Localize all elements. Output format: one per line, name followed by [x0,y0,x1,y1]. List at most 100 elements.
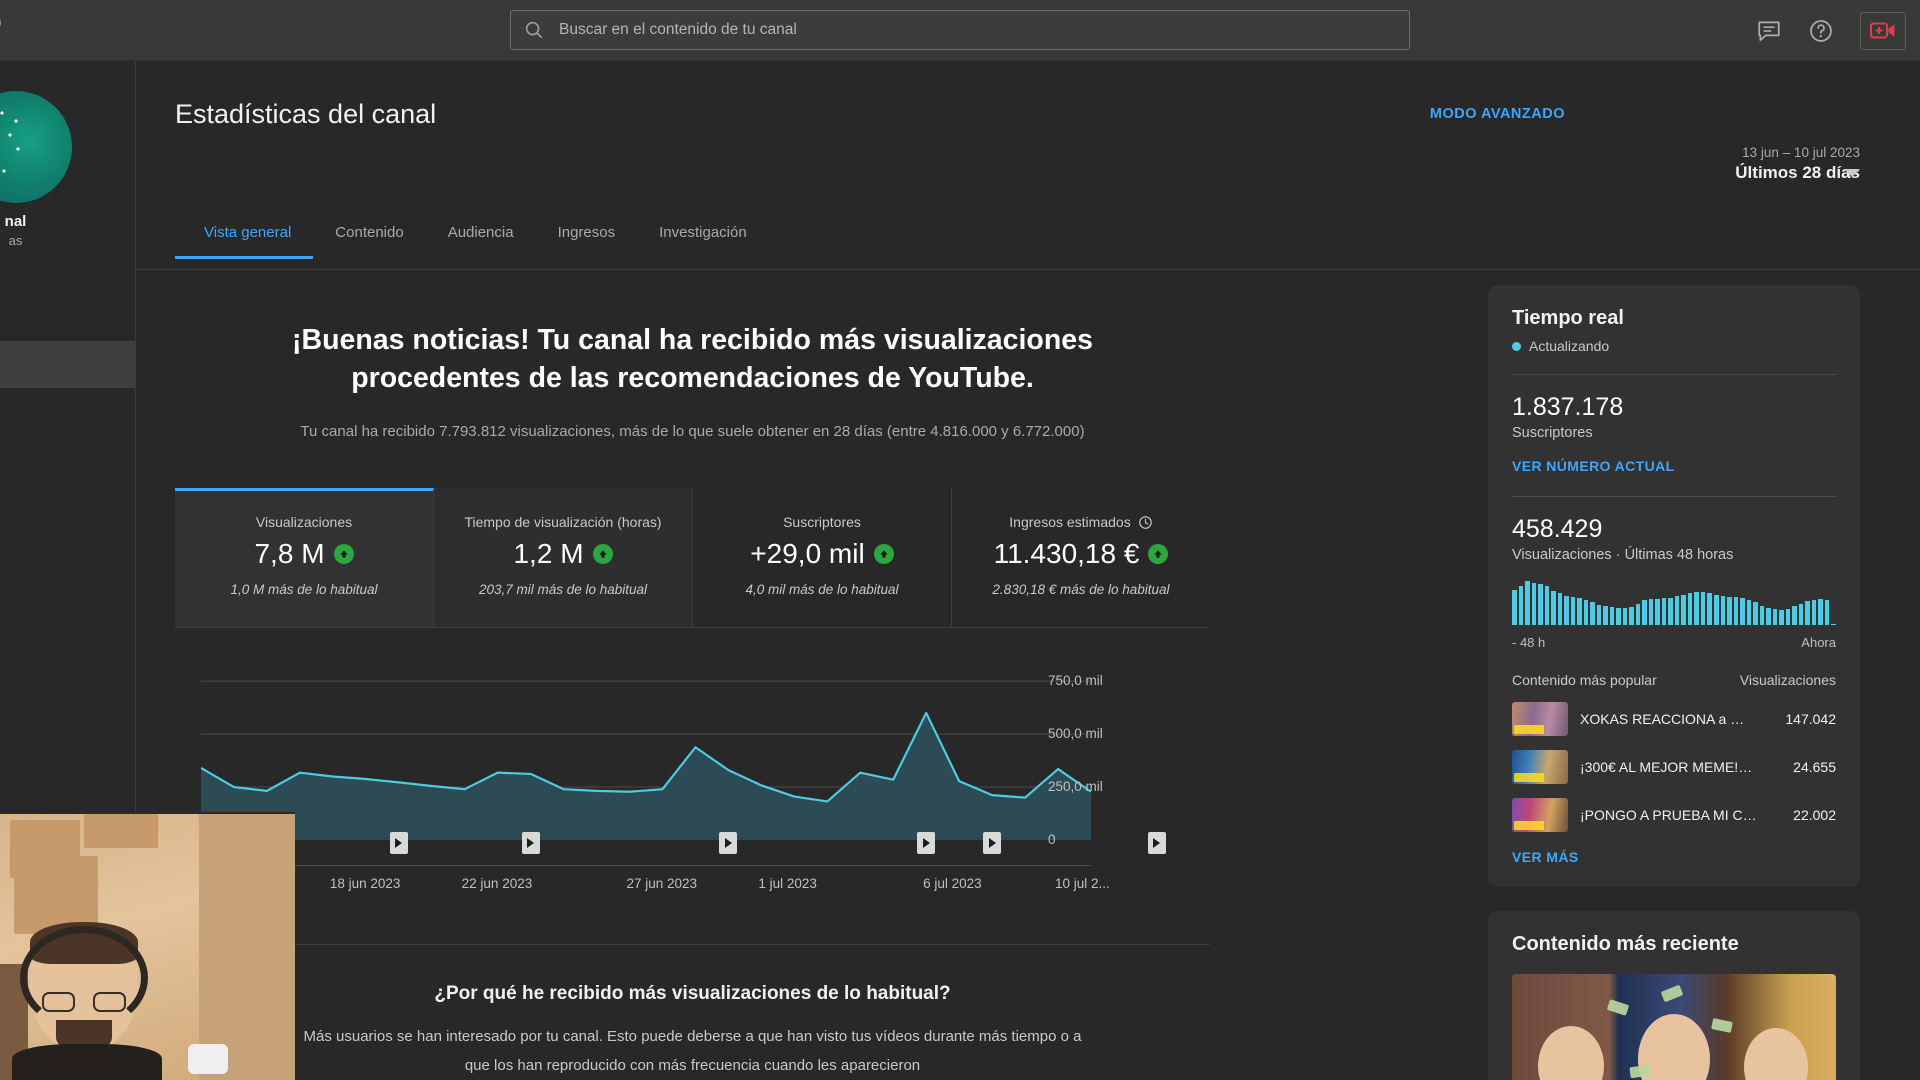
list-item[interactable]: ¡300€ AL MEJOR MEME!… 24.655 [1512,750,1836,784]
metric-card-views[interactable]: Visualizaciones 7,8 M 1,0 M más de lo ha… [175,488,434,628]
metric-note: 2.830,18 € más de lo habitual [992,582,1170,598]
sparkline-bar [1629,606,1634,625]
sparkline-bar [1551,591,1556,625]
sidebar-item-analytics[interactable]: as [0,341,135,388]
metric-card-watchtime[interactable]: Tiempo de visualización (horas) 1,2 M 20… [434,488,693,628]
webcam-glasses [42,992,126,1012]
search-input[interactable] [559,21,1397,39]
sparkline-bar [1609,606,1615,625]
recent-content-card: Contenido más reciente [1488,911,1860,1080]
metric-card-subscribers[interactable]: Suscriptores +29,0 mil 4,0 mil más de lo… [693,488,952,628]
sparkline-bar [1831,623,1836,625]
top-bar-actions [1756,0,1906,61]
sparkline-bar [1798,603,1804,625]
right-rail: Tiempo real Actualizando 1.837.178 Suscr… [1488,285,1860,1080]
tab-investigacion[interactable]: Investigación [659,224,747,241]
sparkline-bar [1564,595,1569,625]
create-button[interactable] [1860,11,1906,50]
video-views: 24.655 [1793,759,1836,775]
sparkline-bar [1642,600,1647,625]
channel-avatar[interactable] [0,91,72,203]
sidebar-item-monetization[interactable]: ación [0,482,135,529]
metric-card-revenue[interactable]: Ingresos estimados 11.430,18 € 2.830,18 … [952,488,1210,627]
sparkline-bar [1570,596,1576,625]
metric-value-row: 7,8 M [183,538,425,570]
y-tick-label: 250,0 mil [1048,779,1103,795]
sparkline-bar [1707,593,1712,625]
video-title: ¡PONGO A PRUEBA MI C… [1580,807,1757,823]
realtime-status: Actualizando [1512,338,1836,354]
sparkline-bar [1544,585,1550,625]
see-more-link[interactable]: VER MÁS [1512,849,1579,865]
divider [1512,374,1836,375]
sparkline-bar [1616,608,1621,625]
metric-value: 11.430,18 € [993,538,1140,570]
sparkline-bar [1681,594,1686,625]
top-content-header-left: Contenido más popular [1512,672,1657,688]
sparkline-bar [1694,592,1699,625]
video-marker-icon[interactable] [719,832,738,855]
metric-label: Tiempo de visualización (horas) [464,514,662,531]
sparkline-bar [1779,610,1784,625]
tab-audiencia[interactable]: Audiencia [447,224,514,241]
sidebar-item-copyright[interactable]: e autor [0,435,135,482]
video-thumbnail [1512,798,1568,832]
video-title: XOKAS REACCIONA a … [1580,711,1745,727]
trend-up-icon [333,544,354,565]
sparkline-bar [1518,585,1524,625]
chart-x-axis: 18 jun 2023 22 jun 2023 27 jun 2023 1 jul 2… [201,876,1110,898]
trend-up-icon [1148,544,1169,565]
main-content: Estadísticas del canal MODO AVANZADO 13 … [136,61,1920,1080]
sparkline-bar [1759,605,1765,625]
video-marker-icon[interactable] [1147,832,1166,855]
x-tick-label: 22 jun 2023 [461,876,533,892]
list-item[interactable]: ¡PONGO A PRUEBA MI C… 22.002 [1512,798,1836,832]
sidebar-item-audio-library[interactable]: de audio [0,529,135,576]
y-tick-label: 750,0 mil [1048,673,1103,689]
video-marker-icon[interactable] [917,832,936,855]
webcam-shirt [12,1044,162,1080]
sparkline-bar [1733,596,1739,625]
sidebar-item-videos[interactable]: os [0,388,135,435]
sparkline-bar [1746,600,1752,625]
tab-vista-general[interactable]: Vista general [175,224,314,259]
advanced-mode-link[interactable]: MODO AVANZADO [1429,106,1565,122]
realtime-status-label: Actualizando [1529,338,1610,354]
feedback-icon[interactable] [1756,18,1782,44]
video-marker-icon[interactable] [521,832,540,855]
sparkline-bar [1772,609,1778,625]
streamer-webcam-overlay [0,812,295,1080]
thumbnail-money [1660,984,1684,1003]
sidebar-item-panel[interactable]: Panel [0,294,135,341]
sparkline-bar [1720,595,1726,625]
list-item[interactable]: XOKAS REACCIONA a … 147.042 [1512,702,1836,736]
metric-value: 1,2 M [513,538,584,570]
live-dot-icon [1512,341,1521,351]
see-current-count-link[interactable]: VER NÚMERO ACTUAL [1512,458,1675,474]
sparkline-bar [1655,599,1660,625]
tab-contenido[interactable]: Contenido [335,224,404,241]
video-marker-icon[interactable] [389,832,408,855]
date-range-selector[interactable]: 13 jun – 10 jul 2023 Últimos 28 días [1570,145,1860,183]
metric-value-row: 11.430,18 € [960,538,1202,570]
date-range-dates: 13 jun – 10 jul 2023 [1742,145,1860,160]
trend-up-icon [873,544,894,565]
search-bar[interactable] [510,10,1410,50]
create-video-icon [1870,22,1895,39]
metric-note: 1,0 M más de lo habitual [230,582,378,598]
date-range-preset: Últimos 28 días [1735,163,1860,182]
x-tick-label: 27 jun 2023 [626,876,698,892]
help-icon[interactable] [1808,18,1834,44]
video-marker-icon[interactable] [983,832,1002,855]
tab-ingresos[interactable]: Ingresos [557,224,616,241]
analytics-tabs: Vista general Contenido Audiencia Ingres… [175,224,769,259]
views-time-chart[interactable]: 0 250,0 mil 500,0 mil 750,0 mil 18 jun 2023… [175,650,1210,940]
recent-video-thumbnail[interactable] [1512,974,1836,1080]
thumbnail-face [1538,1026,1604,1080]
metric-value: 7,8 M [254,538,325,570]
search-icon [525,21,543,39]
sparkline-bar [1818,599,1823,625]
studio-logo[interactable]: dio [0,6,2,37]
sparkline-bar [1603,605,1608,625]
